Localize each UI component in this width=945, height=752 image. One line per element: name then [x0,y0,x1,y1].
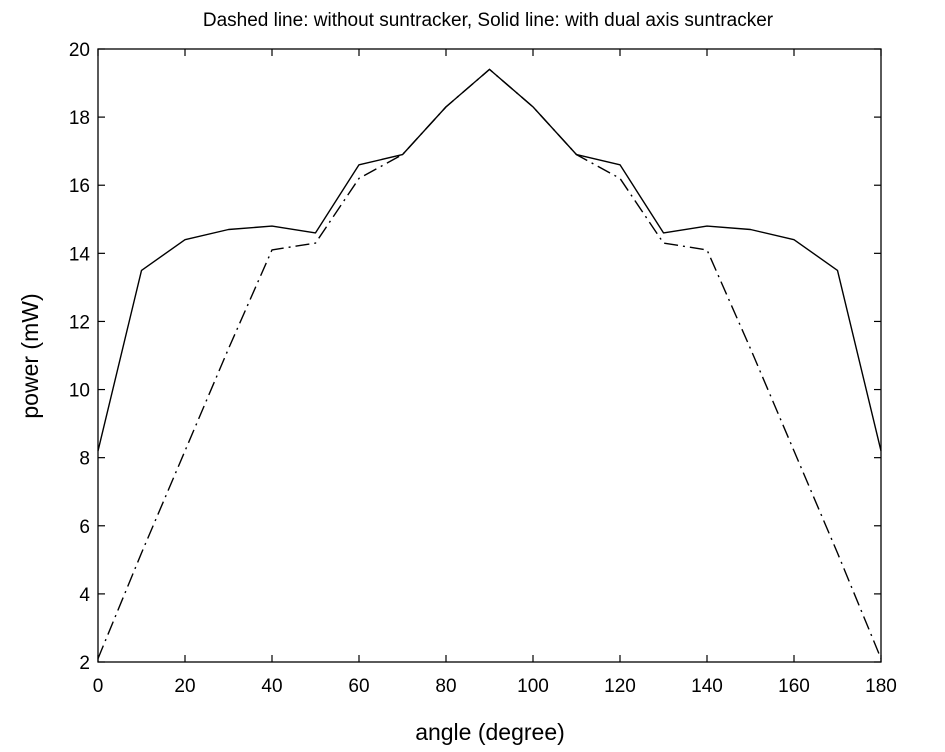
y-tick-label: 2 [79,653,90,674]
y-tick-label: 6 [79,517,90,538]
axis-ticks: 0 20 40 60 80 100 120 140 160 180 2 4 6 8 10 12 14 16 18 20 [69,40,897,697]
series-line-with-tracker [97,68,882,452]
y-tick-label: 18 [69,108,90,129]
y-tick-label: 8 [79,449,90,470]
x-tick-label: 0 [93,676,104,697]
x-tick-label: 60 [348,676,369,697]
x-axis-label: angle (degree) [415,719,565,745]
x-tick-label: 120 [604,676,636,697]
x-tick-label: 140 [691,676,723,697]
y-tick-label: 16 [69,176,90,197]
y-tick-label: 20 [69,40,90,61]
y-tick-label: 10 [69,381,90,402]
y-axis-label: power (mW) [17,293,43,418]
x-tick-label: 80 [435,676,456,697]
x-tick-label: 180 [865,676,897,697]
y-tick-label: 14 [69,244,91,265]
x-tick-label: 20 [174,676,195,697]
chart-title: Dashed line: without suntracker, Solid l… [203,10,774,31]
series-group [97,68,882,659]
y-tick-label: 4 [79,585,90,606]
series-line-without-tracker [97,68,882,659]
plot-frame [97,48,882,663]
x-tick-label: 100 [517,676,549,697]
x-tick-label: 160 [778,676,810,697]
x-tick-label: 40 [261,676,282,697]
y-tick-label: 12 [69,312,90,333]
